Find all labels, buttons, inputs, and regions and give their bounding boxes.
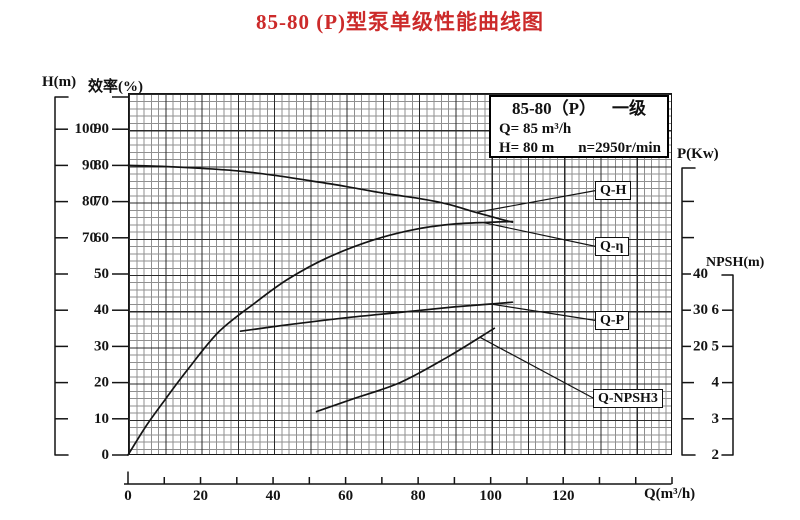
pump-stage: 一级 bbox=[612, 99, 647, 118]
eff-axis-tick-label: 30 bbox=[94, 338, 109, 354]
eff-axis-tick-label: 50 bbox=[94, 266, 109, 282]
h-axis-tick-label: 80 bbox=[82, 194, 97, 210]
npsh-axis-tick-label: 5 bbox=[712, 338, 720, 354]
p-axis-tick-label: 30 bbox=[693, 302, 708, 318]
curve-label-q-npsh3: Q-NPSH3 bbox=[593, 389, 663, 408]
leader-line-q-eta-curve bbox=[483, 222, 597, 248]
q-axis-tick-label: 80 bbox=[411, 488, 426, 504]
page-title: 85-80 (P)型泵单级性能曲线图 bbox=[255, 10, 545, 34]
p-axis-bracket bbox=[681, 167, 696, 456]
pump-info-box: 85-80（P） 一级 Q= 85 m³/h H= 80 m n=2950r/m… bbox=[489, 95, 669, 158]
eff-axis-tick-label: 80 bbox=[94, 157, 109, 173]
h-axis-tick-label: 70 bbox=[82, 230, 97, 246]
eff-axis-tick-label: 0 bbox=[102, 447, 110, 463]
rated-speed: n=2950r/min bbox=[578, 140, 661, 156]
h-axis-tick-label: 100 bbox=[75, 121, 98, 137]
npsh-axis-bracket bbox=[721, 274, 734, 456]
q-eta-curve bbox=[127, 220, 514, 456]
q-h-curve bbox=[127, 164, 514, 224]
leader-line-q-h-curve bbox=[476, 189, 597, 213]
q-axis-tick-label: 120 bbox=[552, 488, 575, 504]
eff-axis-tick-label: 90 bbox=[94, 121, 109, 137]
h-axis-title: H(m) bbox=[42, 74, 77, 90]
npsh-axis-tick-label: 6 bbox=[712, 302, 720, 318]
npsh-axis-tick-label: 4 bbox=[712, 375, 720, 391]
q-axis-tick-label: 100 bbox=[479, 488, 502, 504]
curve-label-q-eta: Q-η bbox=[595, 237, 629, 256]
q-axis-tick-label: 0 bbox=[124, 488, 132, 504]
eff-axis-title: 效率(%) bbox=[88, 79, 143, 95]
q-axis-tick-label: 60 bbox=[338, 488, 353, 504]
npsh-axis-title: NPSH(m) bbox=[706, 255, 765, 270]
h-axis-bracket bbox=[54, 96, 69, 456]
h-axis-tick-label: 90 bbox=[82, 157, 97, 173]
eff-axis-tick-label: 20 bbox=[94, 375, 109, 391]
q-axis-tick-label: 40 bbox=[266, 488, 281, 504]
leader-line-q-npsh3-curve bbox=[479, 336, 595, 400]
q-npsh3-curve bbox=[315, 327, 496, 413]
p-axis-tick-label: 40 bbox=[693, 266, 708, 282]
rated-flow: Q= 85 m³/h bbox=[499, 121, 572, 137]
eff-axis-tick-label: 40 bbox=[94, 302, 109, 318]
pump-model: 85-80（P） bbox=[511, 99, 597, 118]
npsh-axis-tick-label: 3 bbox=[712, 411, 720, 427]
p-axis-title: P(Kw) bbox=[677, 146, 719, 162]
npsh-axis-tick-label: 2 bbox=[712, 447, 720, 463]
eff-axis-tick-label: 60 bbox=[94, 230, 109, 246]
q-axis-title: Q(m³/h) bbox=[644, 486, 696, 502]
eff-axis-tick-label: 10 bbox=[94, 411, 109, 427]
q-axis-tick-label: 20 bbox=[193, 488, 208, 504]
eff-axis-tick-label: 70 bbox=[94, 194, 109, 210]
rated-head: H= 80 m bbox=[499, 140, 555, 156]
curve-label-q-h: Q-H bbox=[595, 181, 632, 200]
curve-label-q-p: Q-P bbox=[595, 311, 630, 330]
p-axis-tick-label: 20 bbox=[693, 338, 708, 354]
leader-line-q-p-curve bbox=[490, 303, 597, 322]
q-p-curve bbox=[239, 301, 514, 333]
